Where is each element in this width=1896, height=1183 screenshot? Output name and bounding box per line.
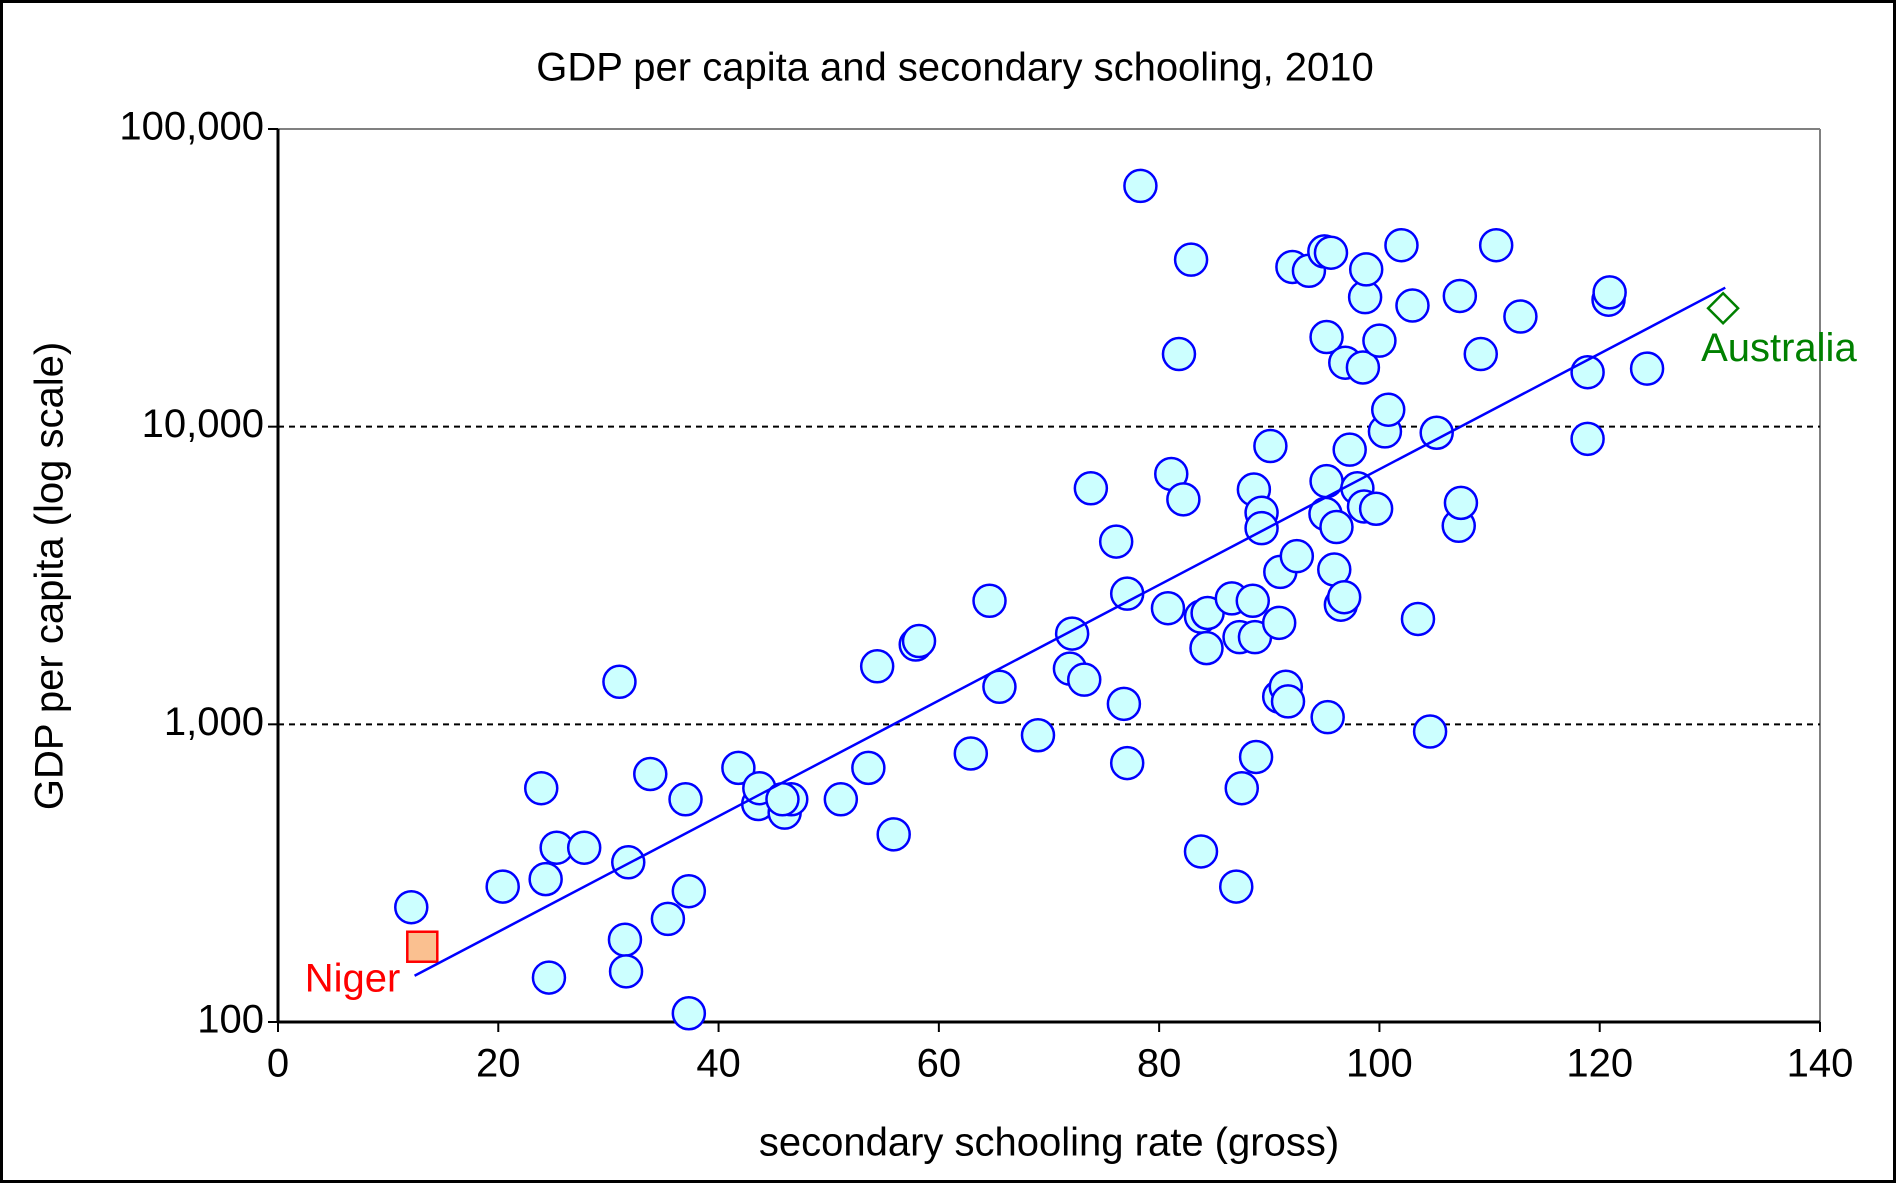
- x-tick-label: 140: [1787, 1042, 1854, 1086]
- point: [1098, 524, 1134, 559]
- point: [1261, 605, 1297, 641]
- point: [1629, 351, 1665, 386]
- point: [1109, 745, 1145, 781]
- y-tick-label: 10,000: [142, 402, 264, 446]
- x-tick-label: 0: [267, 1042, 289, 1086]
- point: [531, 960, 567, 995]
- x-tick-label: 40: [696, 1042, 741, 1086]
- point: [1279, 538, 1315, 574]
- point: [1384, 227, 1419, 263]
- point: [1253, 428, 1288, 464]
- point: [1358, 491, 1394, 526]
- y-tick-label: 1,000: [164, 700, 264, 744]
- point: [1706, 291, 1740, 325]
- point: [1400, 601, 1436, 637]
- x-tick-label: 20: [476, 1042, 521, 1086]
- point: [823, 782, 859, 817]
- point: [972, 583, 1007, 619]
- point: [1166, 482, 1201, 517]
- point: [602, 664, 637, 700]
- point: [876, 817, 911, 852]
- point: [1189, 630, 1224, 666]
- y-tick-label: 100: [197, 998, 264, 1042]
- point: [1183, 834, 1219, 869]
- point: [485, 869, 520, 904]
- point: [1412, 714, 1448, 749]
- point: [608, 954, 644, 989]
- point: [1123, 168, 1158, 204]
- x-tick-label: 60: [917, 1042, 962, 1086]
- point: [1106, 686, 1142, 722]
- point: [394, 889, 429, 925]
- point: [1463, 336, 1499, 372]
- x-tick-label: 100: [1346, 1042, 1413, 1086]
- point: [1310, 699, 1345, 735]
- point: [1419, 415, 1454, 451]
- trend-line: [413, 286, 1726, 977]
- point: [1592, 275, 1627, 310]
- point: [1570, 421, 1605, 457]
- point: [1332, 432, 1367, 467]
- point: [1348, 252, 1384, 287]
- point: [523, 770, 559, 806]
- point: [1443, 485, 1479, 521]
- point: [668, 782, 703, 817]
- point: [1345, 350, 1381, 385]
- point: [1395, 288, 1430, 323]
- point: [721, 750, 756, 786]
- point: [851, 750, 886, 786]
- point: [1073, 471, 1109, 506]
- point: [901, 623, 937, 659]
- point: [528, 861, 563, 897]
- point: [859, 649, 895, 684]
- point: [1066, 662, 1102, 697]
- point: [982, 669, 1017, 705]
- point: [1235, 583, 1271, 619]
- x-tick-label: 80: [1137, 1042, 1182, 1086]
- x-tick-label: 120: [1566, 1042, 1633, 1086]
- point: [1503, 299, 1538, 334]
- point: [1173, 242, 1209, 277]
- point-label: Australia: [1701, 326, 1857, 370]
- point: [1244, 510, 1279, 546]
- point: [406, 930, 439, 963]
- point: [566, 830, 602, 865]
- point: [953, 736, 989, 771]
- point: [1218, 869, 1254, 904]
- point: [1270, 684, 1306, 719]
- y-tick-label: 100,000: [119, 105, 264, 149]
- point: [671, 996, 707, 1031]
- point: [1109, 576, 1145, 611]
- x-axis-label: secondary schooling rate (gross): [759, 1121, 1339, 1165]
- point: [607, 922, 643, 957]
- point: [1442, 278, 1478, 314]
- point: [1309, 319, 1344, 355]
- chart-title: GDP per capita and secondary schooling, …: [536, 46, 1374, 90]
- point: [1319, 509, 1354, 545]
- point-label: Niger: [305, 956, 401, 1000]
- point: [1238, 739, 1274, 775]
- point: [1054, 616, 1090, 651]
- y-axis-label: GDP per capita (log scale): [28, 342, 72, 810]
- point: [1478, 227, 1514, 263]
- point: [1020, 718, 1056, 753]
- point: [1313, 235, 1349, 270]
- point: [671, 873, 707, 909]
- point: [1370, 392, 1406, 427]
- point: [1224, 770, 1259, 806]
- point: [1326, 579, 1362, 615]
- point: [633, 756, 668, 792]
- point: [650, 901, 686, 937]
- point: [1161, 336, 1197, 372]
- point: [1362, 323, 1397, 358]
- point: [1150, 590, 1186, 626]
